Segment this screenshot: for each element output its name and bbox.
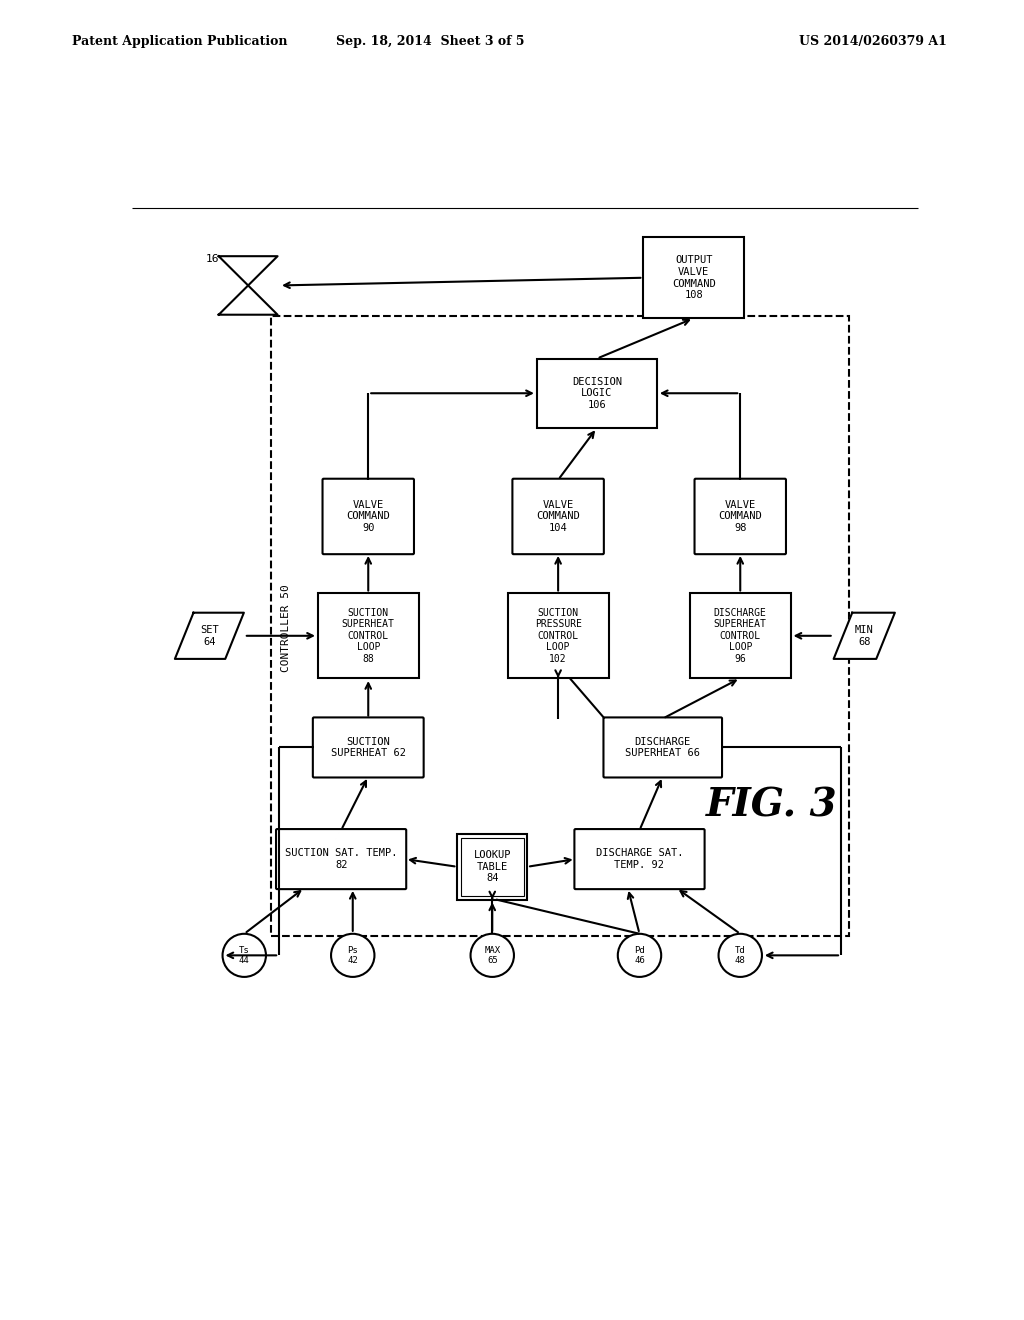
FancyBboxPatch shape	[537, 359, 657, 428]
Text: 16: 16	[206, 255, 219, 264]
Text: FIG. 3: FIG. 3	[706, 787, 837, 824]
Text: SET
64: SET 64	[200, 624, 219, 647]
Text: DISCHARGE SAT.
TEMP. 92: DISCHARGE SAT. TEMP. 92	[596, 849, 683, 870]
Text: Patent Application Publication: Patent Application Publication	[72, 36, 287, 48]
Text: Ts
44: Ts 44	[239, 945, 250, 965]
Text: SUCTION
SUPERHEAT 62: SUCTION SUPERHEAT 62	[331, 737, 406, 758]
Circle shape	[222, 933, 266, 977]
Text: Ps
42: Ps 42	[347, 945, 358, 965]
FancyBboxPatch shape	[603, 718, 722, 777]
Text: VALVE
COMMAND
104: VALVE COMMAND 104	[537, 500, 580, 533]
Circle shape	[617, 933, 662, 977]
FancyBboxPatch shape	[512, 479, 604, 554]
FancyBboxPatch shape	[458, 834, 527, 899]
FancyBboxPatch shape	[690, 594, 791, 678]
FancyBboxPatch shape	[313, 718, 424, 777]
Text: DISCHARGE
SUPERHEAT
CONTROL
LOOP
96: DISCHARGE SUPERHEAT CONTROL LOOP 96	[714, 607, 767, 664]
FancyBboxPatch shape	[694, 479, 786, 554]
Text: SUCTION SAT. TEMP.
82: SUCTION SAT. TEMP. 82	[285, 849, 397, 870]
Text: LOOKUP
TABLE
84: LOOKUP TABLE 84	[473, 850, 511, 883]
Text: DISCHARGE
SUPERHEAT 66: DISCHARGE SUPERHEAT 66	[626, 737, 700, 758]
Text: MAX
65: MAX 65	[484, 945, 501, 965]
FancyBboxPatch shape	[323, 479, 414, 554]
Text: CONTROLLER 50: CONTROLLER 50	[281, 585, 291, 672]
Text: SUCTION
PRESSURE
CONTROL
LOOP
102: SUCTION PRESSURE CONTROL LOOP 102	[535, 607, 582, 664]
FancyBboxPatch shape	[317, 594, 419, 678]
Text: Td
48: Td 48	[735, 945, 745, 965]
FancyBboxPatch shape	[574, 829, 705, 890]
Circle shape	[471, 933, 514, 977]
Text: DECISION
LOGIC
106: DECISION LOGIC 106	[571, 376, 622, 409]
Polygon shape	[834, 612, 895, 659]
Text: Sep. 18, 2014  Sheet 3 of 5: Sep. 18, 2014 Sheet 3 of 5	[336, 36, 524, 48]
Text: VALVE
COMMAND
90: VALVE COMMAND 90	[346, 500, 390, 533]
FancyBboxPatch shape	[643, 238, 744, 318]
Polygon shape	[175, 612, 244, 659]
Text: MIN
68: MIN 68	[855, 624, 873, 647]
Text: US 2014/0260379 A1: US 2014/0260379 A1	[799, 36, 946, 48]
Text: VALVE
COMMAND
98: VALVE COMMAND 98	[719, 500, 762, 533]
Text: Pd
46: Pd 46	[634, 945, 645, 965]
Circle shape	[331, 933, 375, 977]
Text: SUCTION
SUPERHEAT
CONTROL
LOOP
88: SUCTION SUPERHEAT CONTROL LOOP 88	[342, 607, 394, 664]
Text: OUTPUT
VALVE
COMMAND
108: OUTPUT VALVE COMMAND 108	[672, 255, 716, 300]
FancyBboxPatch shape	[508, 594, 608, 678]
FancyBboxPatch shape	[276, 829, 407, 890]
Circle shape	[719, 933, 762, 977]
